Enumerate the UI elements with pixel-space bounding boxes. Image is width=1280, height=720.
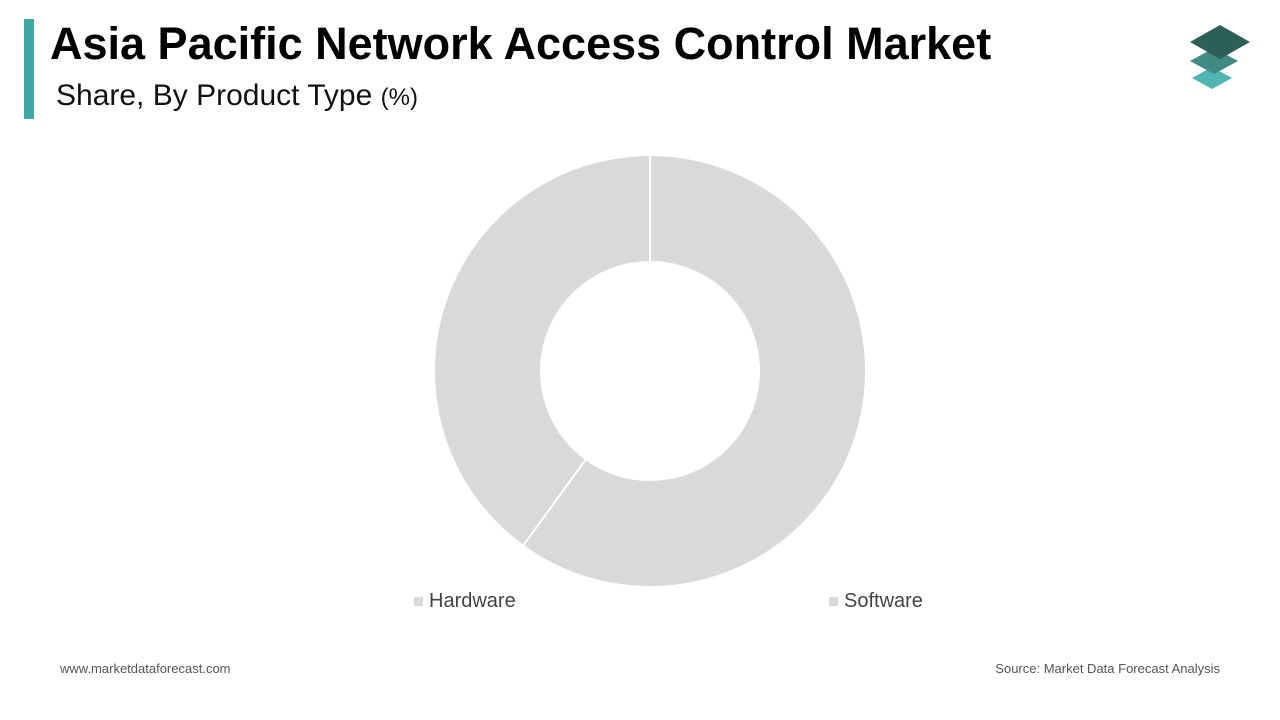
- donut-slice-hardware: [433, 153, 651, 548]
- logo-layer-bottom: [1192, 67, 1232, 89]
- title-accent-bar: [24, 19, 34, 119]
- legend-item-hardware: Hardware: [414, 588, 516, 614]
- subtitle-unit: (%): [380, 84, 418, 111]
- legend-swatch-hardware: [414, 596, 423, 606]
- donut-slice-software: [521, 153, 867, 588]
- chart-title: Asia Pacific Network Access Control Mark…: [50, 18, 992, 69]
- legend-label-software: Software: [844, 589, 923, 612]
- footer-source: Source: Market Data Forecast Analysis: [995, 661, 1220, 676]
- logo-layer-top: [1190, 25, 1250, 59]
- donut-slices: [433, 153, 867, 588]
- legend-label-hardware: Hardware: [429, 589, 516, 612]
- footer-website: www.marketdataforecast.com: [60, 661, 231, 676]
- layered-stack-icon: [1190, 25, 1250, 89]
- subtitle-text: Share, By Product Type: [56, 79, 373, 112]
- chart-subtitle: Share, By Product Type (%): [56, 76, 418, 118]
- legend-item-software: Software: [829, 588, 923, 614]
- legend-swatch-software: [829, 596, 838, 606]
